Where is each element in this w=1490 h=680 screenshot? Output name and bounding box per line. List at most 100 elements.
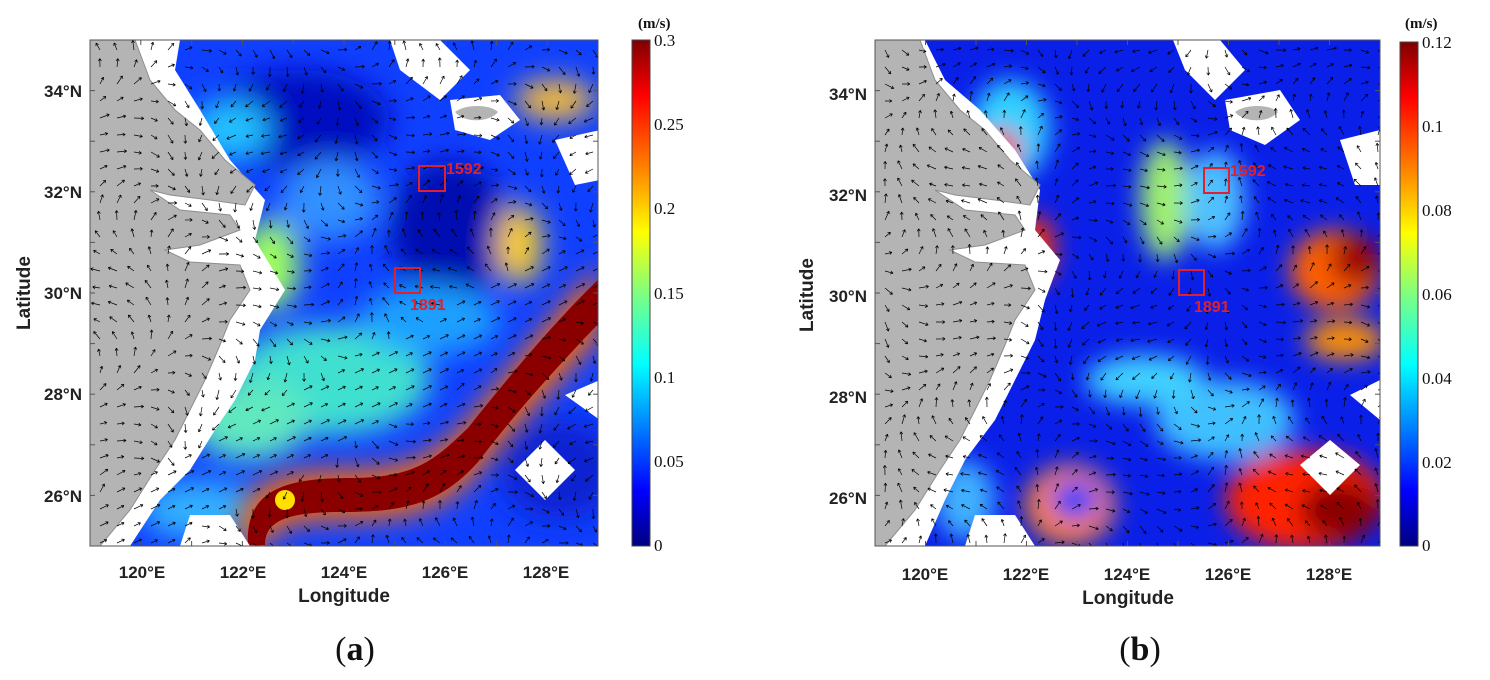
velocity-arrow: [112, 230, 118, 238]
velocity-arrow: [1284, 454, 1294, 459]
velocity-arrow: [948, 417, 954, 425]
velocity-arrow: [1016, 485, 1022, 493]
velocity-arrow: [1268, 164, 1277, 170]
velocity-arrow: [252, 287, 262, 291]
velocity-arrow: [1335, 197, 1345, 204]
velocity-arrow: [1270, 435, 1277, 442]
velocity-arrow: [507, 534, 511, 544]
velocity-arrow: [901, 338, 909, 345]
velocity-arrow: [1173, 542, 1177, 546]
velocity-arrow: [1185, 49, 1192, 58]
velocity-arrow: [150, 539, 158, 544]
velocity-arrow: [490, 168, 499, 172]
velocity-arrow: [1037, 49, 1044, 57]
velocity-arrow: [439, 334, 449, 340]
velocity-arrow: [235, 285, 246, 290]
panel-a: 1592 1891 120°E 122°E 124°E 126°E 128°E …: [14, 16, 684, 668]
velocity-arrow: [524, 45, 533, 51]
velocity-arrow: [150, 368, 159, 374]
velocity-arrow: [884, 403, 893, 408]
velocity-arrow: [1224, 417, 1234, 425]
velocity-arrow: [201, 372, 207, 380]
velocity-arrow: [269, 321, 278, 327]
velocity-arrow: [558, 266, 568, 272]
velocity-arrow: [371, 227, 377, 238]
velocity-arrow: [884, 128, 890, 136]
velocity-arrow: [558, 83, 563, 94]
velocity-arrow: [466, 246, 475, 255]
velocity-arrow: [456, 402, 466, 408]
velocity-arrow: [422, 95, 431, 102]
velocity-arrow: [1360, 304, 1371, 309]
velocity-arrow: [961, 504, 971, 510]
velocity-arrow: [1289, 108, 1294, 119]
velocity-arrow: [1343, 384, 1349, 391]
velocity-arrow: [269, 542, 275, 546]
velocity-arrow: [133, 346, 138, 357]
velocity-arrow: [114, 210, 119, 221]
velocity-arrow: [267, 508, 272, 518]
velocity-arrow: [245, 117, 254, 122]
velocity-arrow: [552, 440, 560, 448]
velocity-arrow: [1138, 253, 1142, 263]
velocity-arrow: [439, 193, 444, 204]
velocity-arrow: [558, 284, 566, 289]
velocity-arrow: [524, 168, 529, 176]
velocity-arrow: [1340, 229, 1345, 238]
velocity-arrow: [150, 423, 158, 429]
velocity-arrow: [449, 285, 458, 289]
velocity-arrow: [585, 440, 594, 445]
velocity-arrow: [1190, 406, 1198, 414]
velocity-arrow: [1257, 227, 1262, 238]
velocity-arrow: [405, 455, 416, 460]
velocity-arrow: [1085, 66, 1090, 74]
velocity-arrow: [966, 533, 971, 544]
velocity-arrow: [218, 319, 228, 324]
velocity-arrow: [944, 183, 954, 187]
velocity-arrow: [1103, 270, 1107, 279]
velocity-arrow: [1020, 385, 1030, 391]
velocity-arrow: [386, 229, 391, 238]
mask-island-b6: [965, 515, 1035, 546]
velocity-arrow: [1020, 414, 1024, 425]
velocity-arrow: [997, 501, 1005, 510]
y-axis-title: Latitude: [797, 258, 818, 332]
velocity-arrow: [489, 518, 494, 527]
velocity-arrow: [1115, 338, 1124, 342]
velocity-arrow: [215, 185, 220, 196]
velocity-arrow: [184, 185, 191, 193]
velocity-arrow: [1105, 117, 1111, 125]
velocity-arrow: [473, 455, 484, 460]
velocity-arrow: [320, 236, 331, 241]
velocity-arrow: [962, 215, 971, 221]
velocity-arrow: [1258, 110, 1263, 119]
velocity-arrow: [1071, 452, 1079, 459]
velocity-arrow: [585, 474, 594, 482]
colorbar-unit-b: (m/s): [1405, 16, 1438, 32]
velocity-arrow: [490, 212, 496, 221]
velocity-arrow: [184, 314, 191, 323]
velocity-arrow: [558, 525, 567, 530]
map-area-b: [875, 40, 1380, 546]
velocity-arrow: [554, 457, 560, 465]
velocity-arrow: [113, 42, 118, 51]
velocity-arrow: [1071, 422, 1080, 426]
velocity-arrow: [246, 168, 254, 173]
velocity-arrow: [901, 400, 909, 408]
velocity-arrow: [1302, 489, 1311, 493]
x-tick-label: 120°E: [119, 563, 166, 582]
velocity-arrow: [1020, 227, 1025, 238]
velocity-arrow: [316, 117, 322, 125]
velocity-arrow: [320, 491, 324, 503]
velocity-arrow: [1121, 253, 1126, 262]
velocity-arrow: [108, 284, 118, 289]
velocity-arrow: [489, 40, 494, 51]
velocity-arrow: [969, 62, 977, 68]
velocity-arrow: [998, 211, 1005, 221]
velocity-arrow: [280, 185, 288, 194]
colorbar-ticks-b: 0.12 0.1 0.08 0.06 0.04 0.02 0: [1422, 33, 1452, 555]
velocity-arrow: [218, 66, 224, 74]
velocity-arrow: [372, 490, 382, 494]
velocity-arrow: [927, 487, 937, 493]
velocity-arrow: [556, 389, 561, 400]
